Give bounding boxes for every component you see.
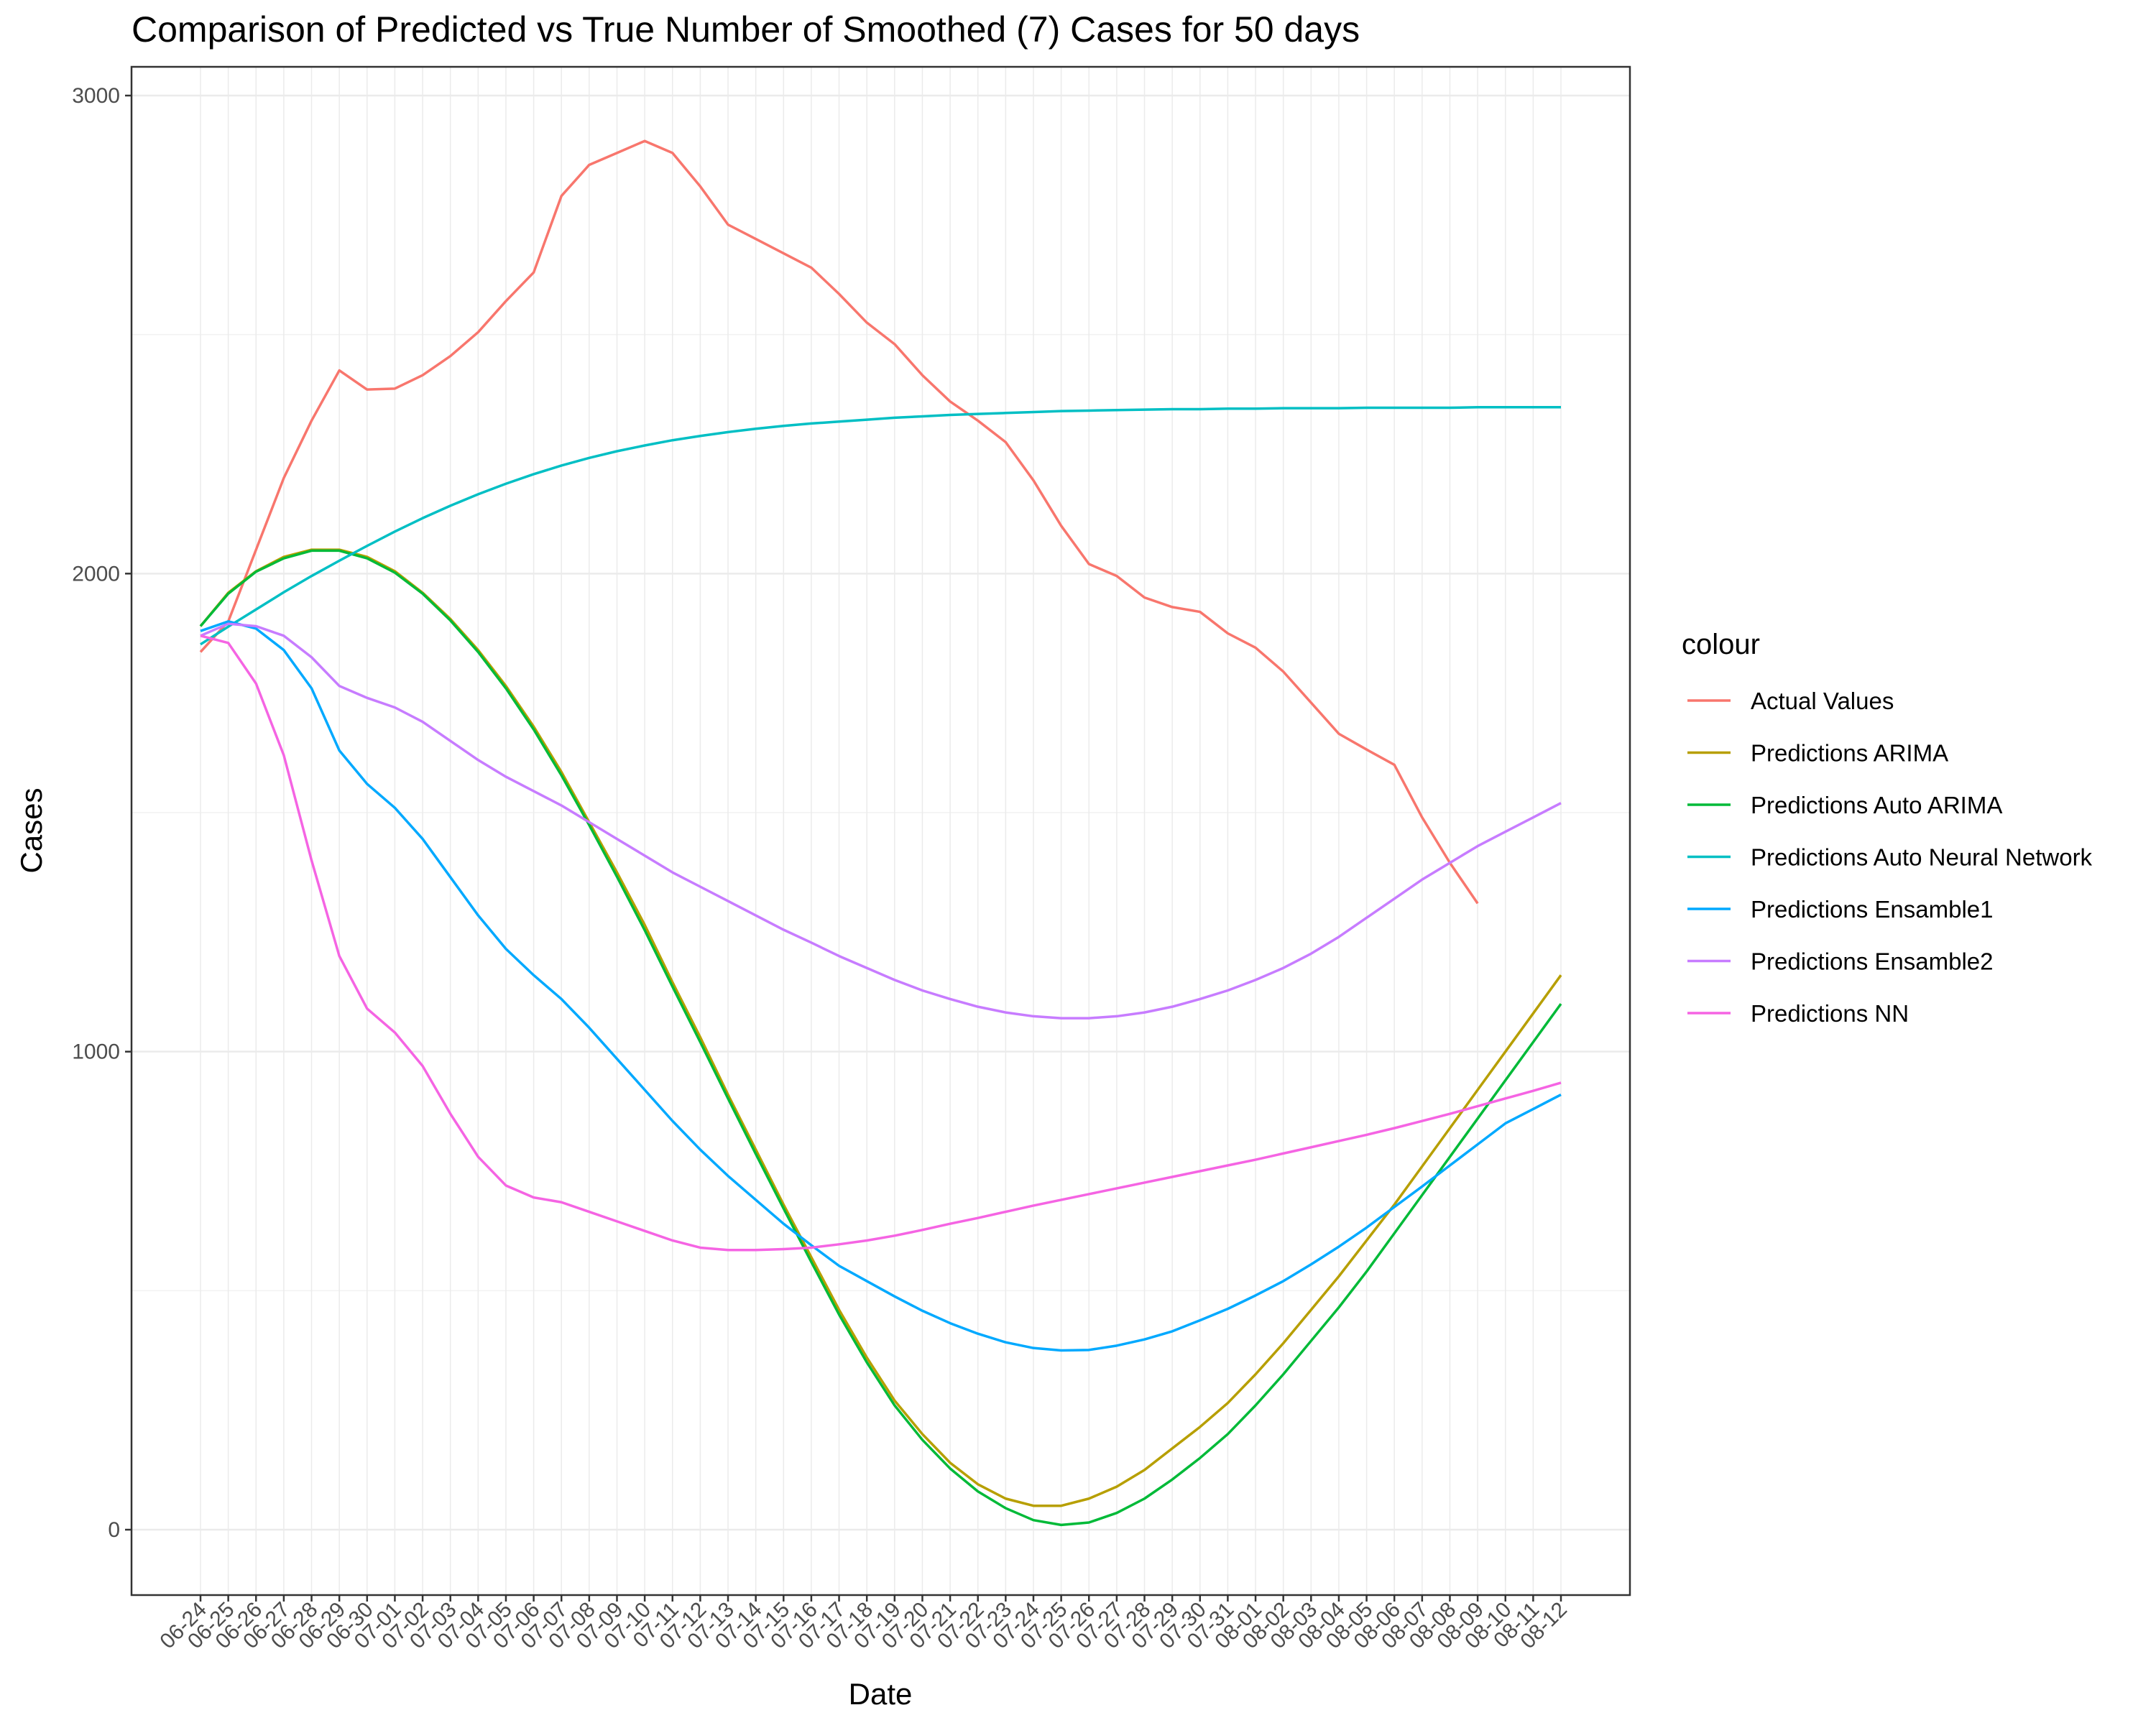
legend: colour Actual Values Predictions ARIMA Pre… (1682, 629, 2093, 1027)
legend-label: Predictions ARIMA (1751, 740, 1948, 767)
legend-item: Predictions ARIMA (1687, 740, 1948, 767)
series-line-predictions-nn (200, 634, 1562, 1252)
legend-item: Actual Values (1687, 688, 1894, 714)
series-lines (199, 139, 1562, 1527)
legend-label: Predictions Ensamble2 (1751, 948, 1994, 975)
y-tick-label: 2000 (72, 562, 120, 586)
legend-title: colour (1682, 629, 1760, 660)
y-tick-label: 1000 (72, 1040, 120, 1064)
x-axis-title: Date (849, 1677, 913, 1711)
legend-label: Predictions Auto Neural Network (1751, 844, 2093, 871)
y-tick-label: 0 (108, 1518, 120, 1542)
chart-title: Comparison of Predicted vs True Number o… (132, 9, 1360, 50)
y-axis-title: Cases (14, 787, 48, 873)
legend-label: Predictions Auto ARIMA (1751, 792, 2002, 818)
legend-item: Predictions Ensamble1 (1687, 896, 1994, 923)
legend-label: Predictions Ensamble1 (1751, 896, 1994, 923)
y-tick-label: 3000 (72, 84, 120, 108)
series-line-predictions-auto-arima (199, 549, 1562, 1527)
legend-item: Predictions Ensamble2 (1687, 948, 1994, 975)
legend-label: Predictions NN (1751, 1000, 1909, 1027)
legend-label: Actual Values (1751, 688, 1894, 714)
series-line-predictions-ensamble2 (200, 622, 1562, 1020)
legend-item: Predictions NN (1687, 1000, 1909, 1027)
series-line-predictions-ensamble1 (200, 620, 1562, 1352)
legend-item: Predictions Auto ARIMA (1687, 792, 2002, 818)
legend-item: Predictions Auto Neural Network (1687, 844, 2093, 871)
series-line-actual-values (199, 139, 1479, 905)
series-line-predictions-auto-neural-network (200, 406, 1561, 646)
plot-panel-border (130, 65, 1631, 1597)
